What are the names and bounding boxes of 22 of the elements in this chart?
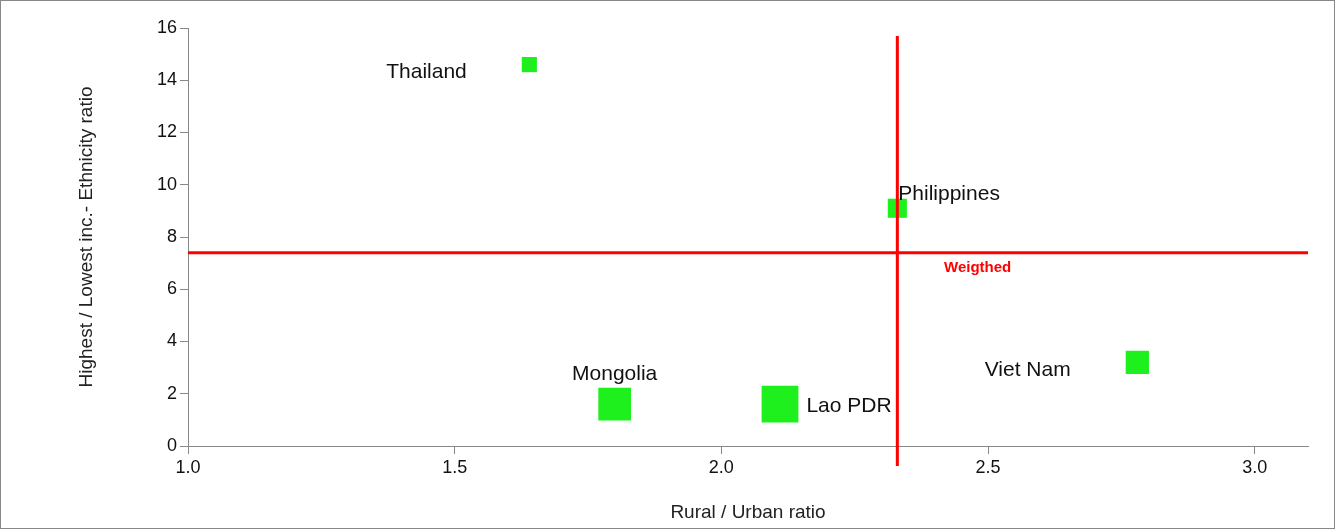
ref-line-label: Weigthed <box>943 258 1012 276</box>
series-label: Mongolia <box>572 360 658 384</box>
x-tick-label: 3.0 <box>1242 456 1268 477</box>
y-tick-label: 4 <box>166 330 177 351</box>
y-tick-label: 0 <box>166 434 177 455</box>
y-tick-label: 12 <box>156 121 177 142</box>
series-label: Lao PDR <box>806 393 892 416</box>
y-tick-label: 6 <box>166 278 177 299</box>
y-tick-label: 14 <box>156 69 177 90</box>
y-axis-title: Highest / Lowest inc.- Ethnicity ratio <box>74 86 96 388</box>
text: Viet Nam <box>984 357 1071 381</box>
x-tick-label: 1.0 <box>175 456 201 477</box>
x-tick-label: 2.0 <box>708 456 734 477</box>
text: Thailand <box>386 59 467 83</box>
x-axis-title: Rural / Urban ratio <box>670 500 826 522</box>
series-label: Philippines <box>898 180 1000 204</box>
x-tick-label: 2.5 <box>975 456 1001 477</box>
x-tick-label: 1.5 <box>442 456 468 477</box>
y-tick-label: 8 <box>166 225 177 246</box>
y-tick-label: 2 <box>166 382 177 403</box>
y-tick-label: 10 <box>156 173 177 194</box>
y-tick-label: 16 <box>156 16 177 37</box>
